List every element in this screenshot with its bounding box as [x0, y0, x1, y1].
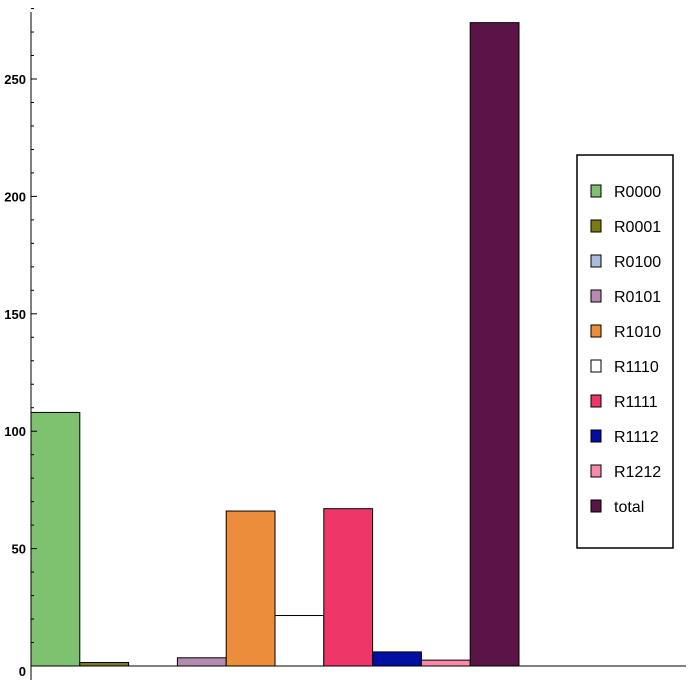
- legend-swatch-r0100: [590, 254, 602, 268]
- y-tick-label: 0: [19, 664, 26, 679]
- y-tick-label: 200: [4, 189, 26, 204]
- bar-r1212: [420, 659, 471, 667]
- legend-swatch-r1112: [590, 429, 602, 443]
- bar-r1110: [274, 615, 325, 667]
- bar-r1010: [225, 510, 276, 667]
- y-tick-label: 250: [4, 72, 26, 87]
- legend: R0000 R0001 R0100 R0101 R1010 R1110 R1111 R1112…: [576, 154, 674, 549]
- bar-r0000: [30, 411, 81, 667]
- legend-label-total: total: [614, 499, 644, 516]
- bar-r0101: [176, 657, 227, 667]
- bar-total: [469, 22, 520, 667]
- legend-label-r0100: R0100: [614, 254, 661, 271]
- legend-label-r1110: R1110: [614, 359, 659, 376]
- y-tick-label: 100: [4, 424, 26, 439]
- legend-label-r1010: R1010: [614, 324, 661, 341]
- legend-label-r1111: R1111: [614, 394, 658, 411]
- bars-group: [30, 22, 520, 667]
- legend-swatch-r1212: [590, 464, 602, 478]
- bar-r1112: [372, 651, 422, 667]
- legend-box: [576, 154, 674, 549]
- legend-swatch-r1111: [590, 394, 602, 408]
- legend-swatch-total: [590, 499, 602, 513]
- y-tick-label: 50: [12, 542, 26, 557]
- legend-swatch-r0001: [590, 219, 602, 233]
- legend-swatch-r1110: [590, 359, 602, 373]
- legend-label-r0000: R0000: [614, 184, 661, 201]
- bar-r1111: [323, 508, 374, 667]
- legend-swatch-r0000: [590, 184, 602, 198]
- y-axis: 0 50 100 150 200 250: [4, 8, 37, 680]
- y-tick-label: 150: [4, 307, 26, 322]
- legend-label-r1212: R1212: [614, 464, 661, 481]
- bar-r0001: [79, 661, 130, 667]
- legend-label-r0101: R0101: [614, 289, 661, 306]
- legend-label-r1112: R1112: [614, 429, 659, 446]
- legend-swatch-r1010: [590, 324, 602, 338]
- legend-label-r0001: R0001: [614, 219, 661, 236]
- legend-swatch-r0101: [590, 289, 602, 303]
